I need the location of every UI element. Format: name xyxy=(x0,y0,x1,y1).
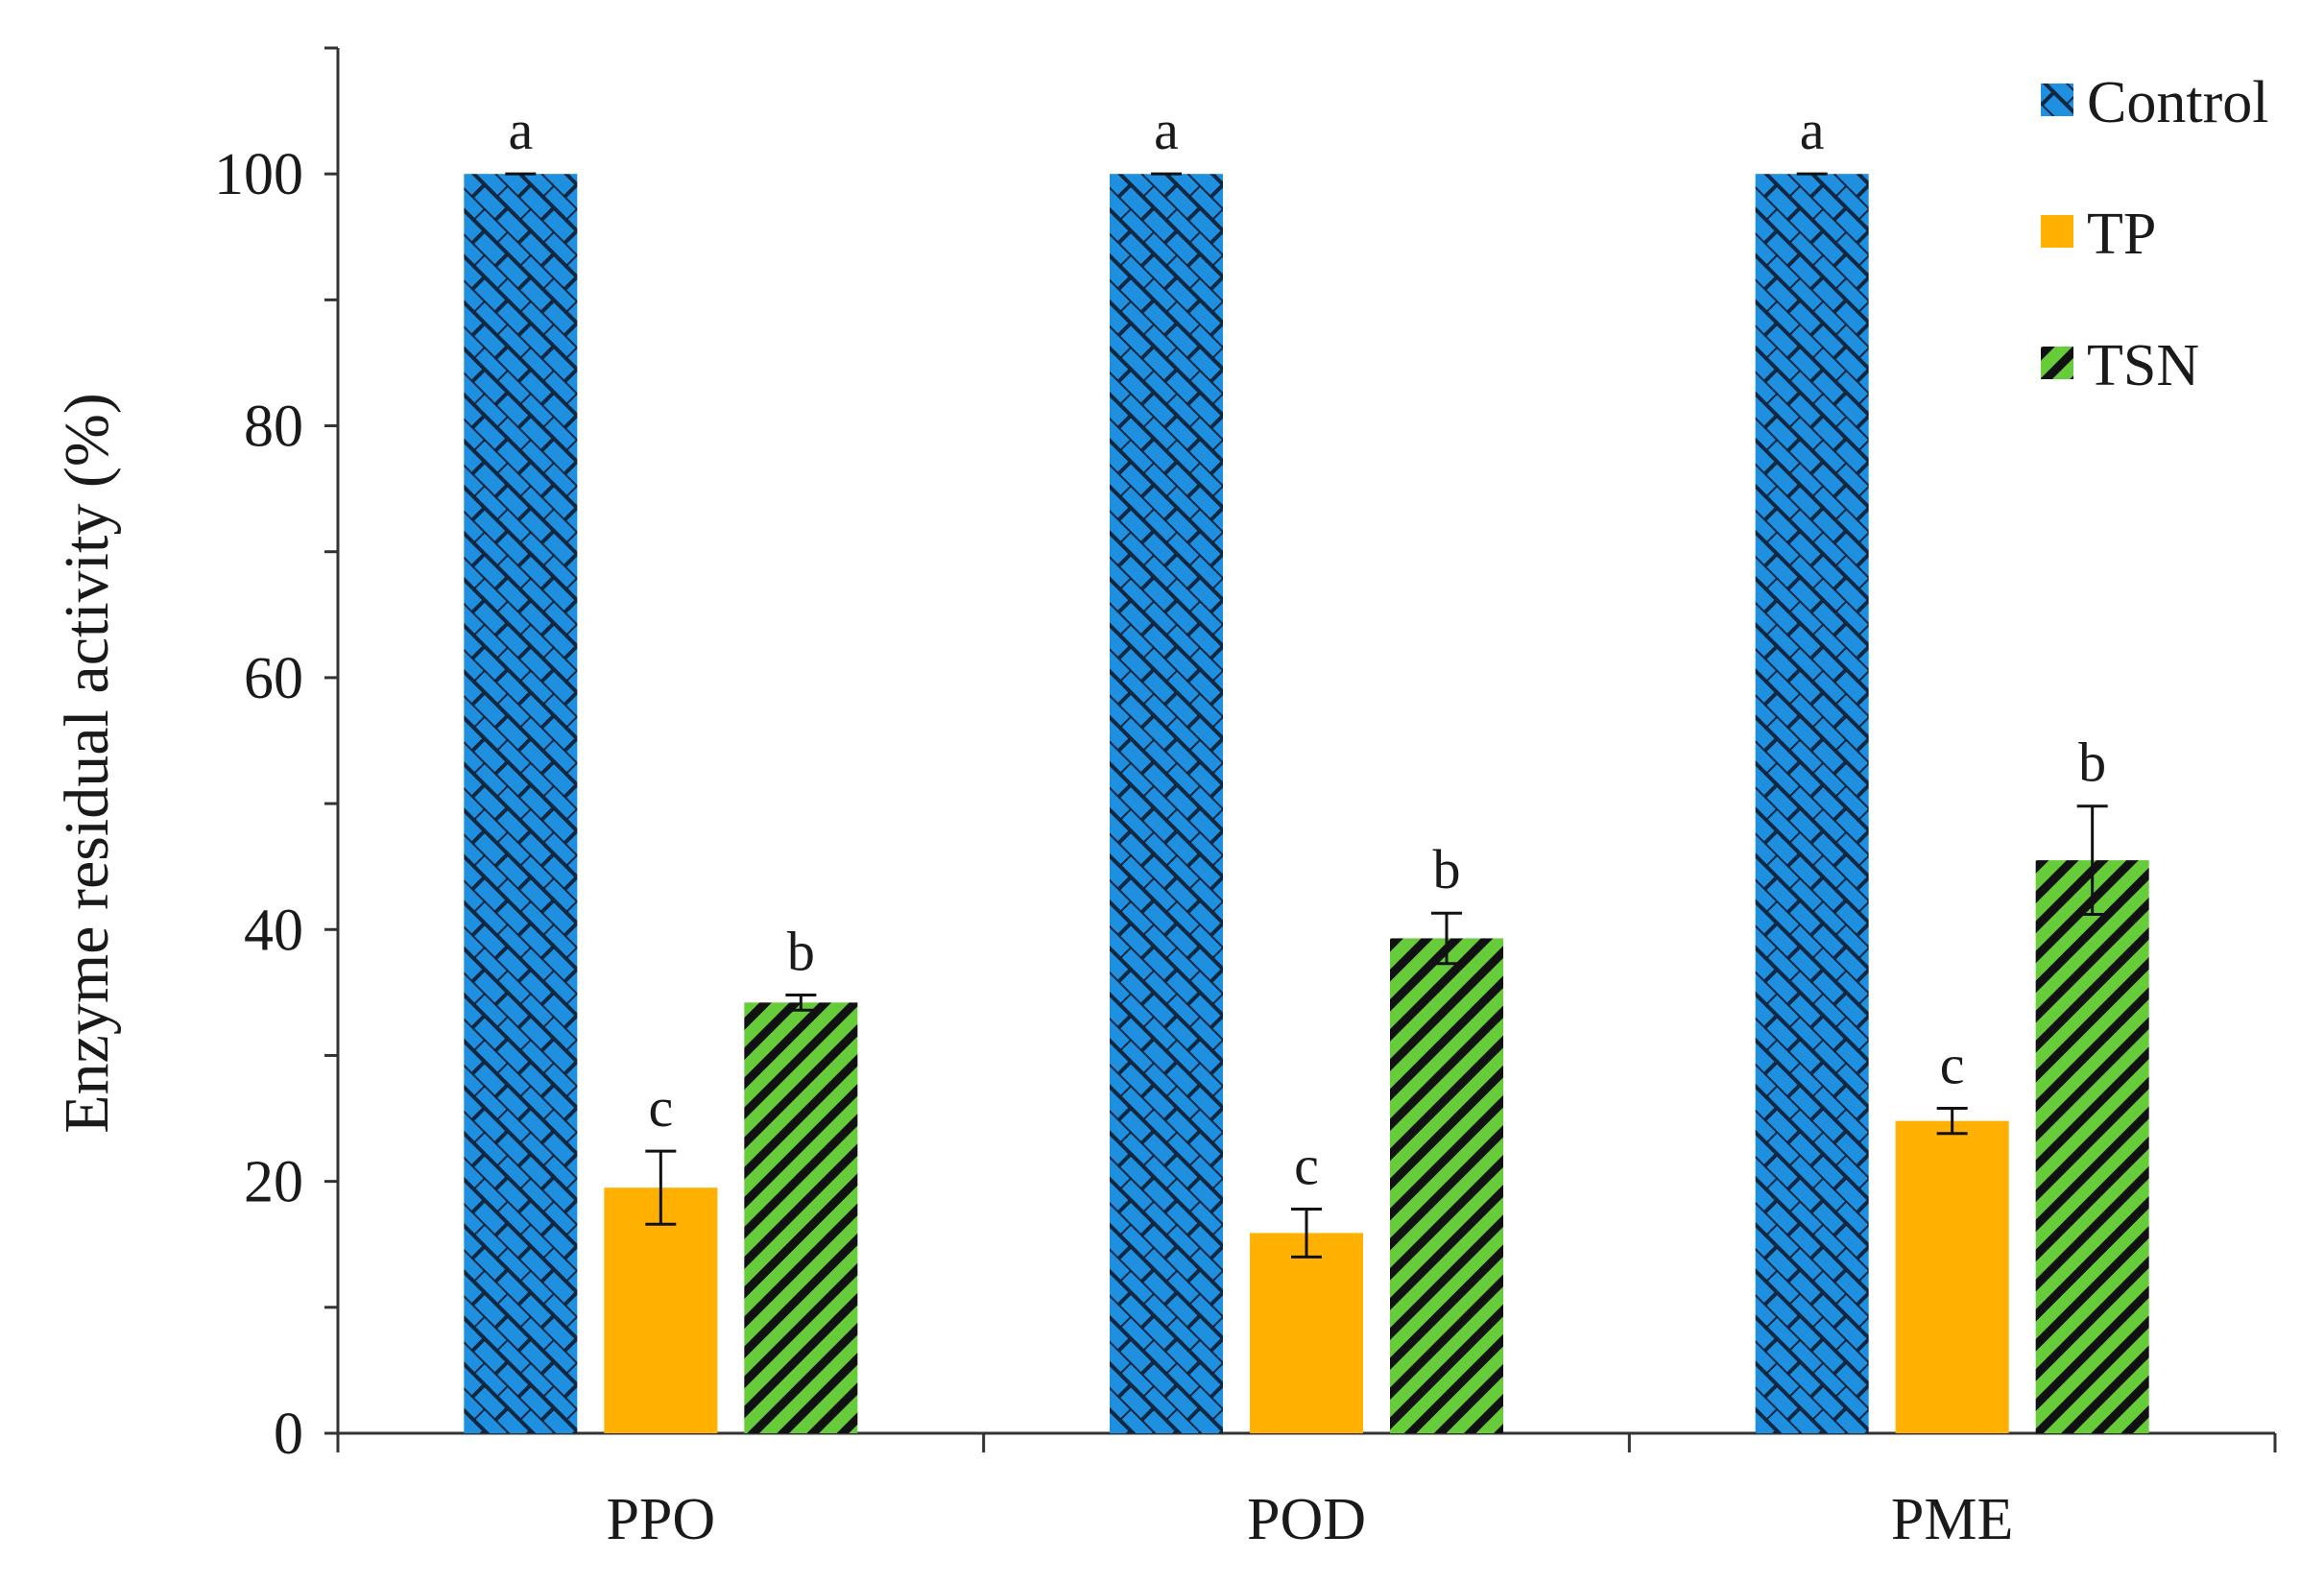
bar xyxy=(1250,1233,1363,1433)
y-tick-label: 80 xyxy=(244,395,303,460)
y-tick-label: 100 xyxy=(214,142,303,207)
significance-letter: a xyxy=(1800,99,1825,161)
y-tick-label: 40 xyxy=(244,898,303,963)
bar xyxy=(604,1187,718,1433)
x-category-label: PME xyxy=(1891,1487,2013,1552)
legend: Control TP TSN xyxy=(2041,70,2268,398)
significance-letter: a xyxy=(508,99,533,161)
legend-label: TP xyxy=(2087,202,2156,267)
y-tick-label: 20 xyxy=(244,1150,303,1215)
significance-letter: b xyxy=(787,920,815,982)
legend-swatch xyxy=(2041,215,2073,248)
significance-letter: c xyxy=(1294,1134,1319,1196)
legend-swatch xyxy=(2041,84,2073,116)
bar xyxy=(1895,1120,2009,1433)
axes: 0 20 40 60 80 100 PPO POD PME xyxy=(214,46,2277,1552)
significance-letter: c xyxy=(1940,1034,1965,1096)
legend-label: Control xyxy=(2087,70,2268,135)
significance-letter: a xyxy=(1154,99,1179,161)
bar xyxy=(1110,174,1223,1433)
legend-label: TSN xyxy=(2087,333,2199,398)
y-axis-title: Enzyme residual activity (%) xyxy=(52,393,122,1134)
significance-letter: b xyxy=(2078,732,2106,794)
x-category-label: PPO xyxy=(606,1487,715,1552)
y-tick-label: 0 xyxy=(274,1402,303,1467)
x-category-label: POD xyxy=(1247,1487,1366,1552)
bar xyxy=(1755,174,1869,1433)
bar xyxy=(744,1002,858,1433)
significance-letter: b xyxy=(1433,838,1461,900)
bar xyxy=(2035,860,2149,1433)
y-tick-label: 60 xyxy=(244,646,303,711)
bar xyxy=(1390,938,1503,1433)
significance-letter: c xyxy=(648,1076,673,1139)
bar xyxy=(464,174,578,1433)
legend-swatch xyxy=(2041,347,2073,379)
bars: a c b a c b a c b xyxy=(464,99,2149,1433)
